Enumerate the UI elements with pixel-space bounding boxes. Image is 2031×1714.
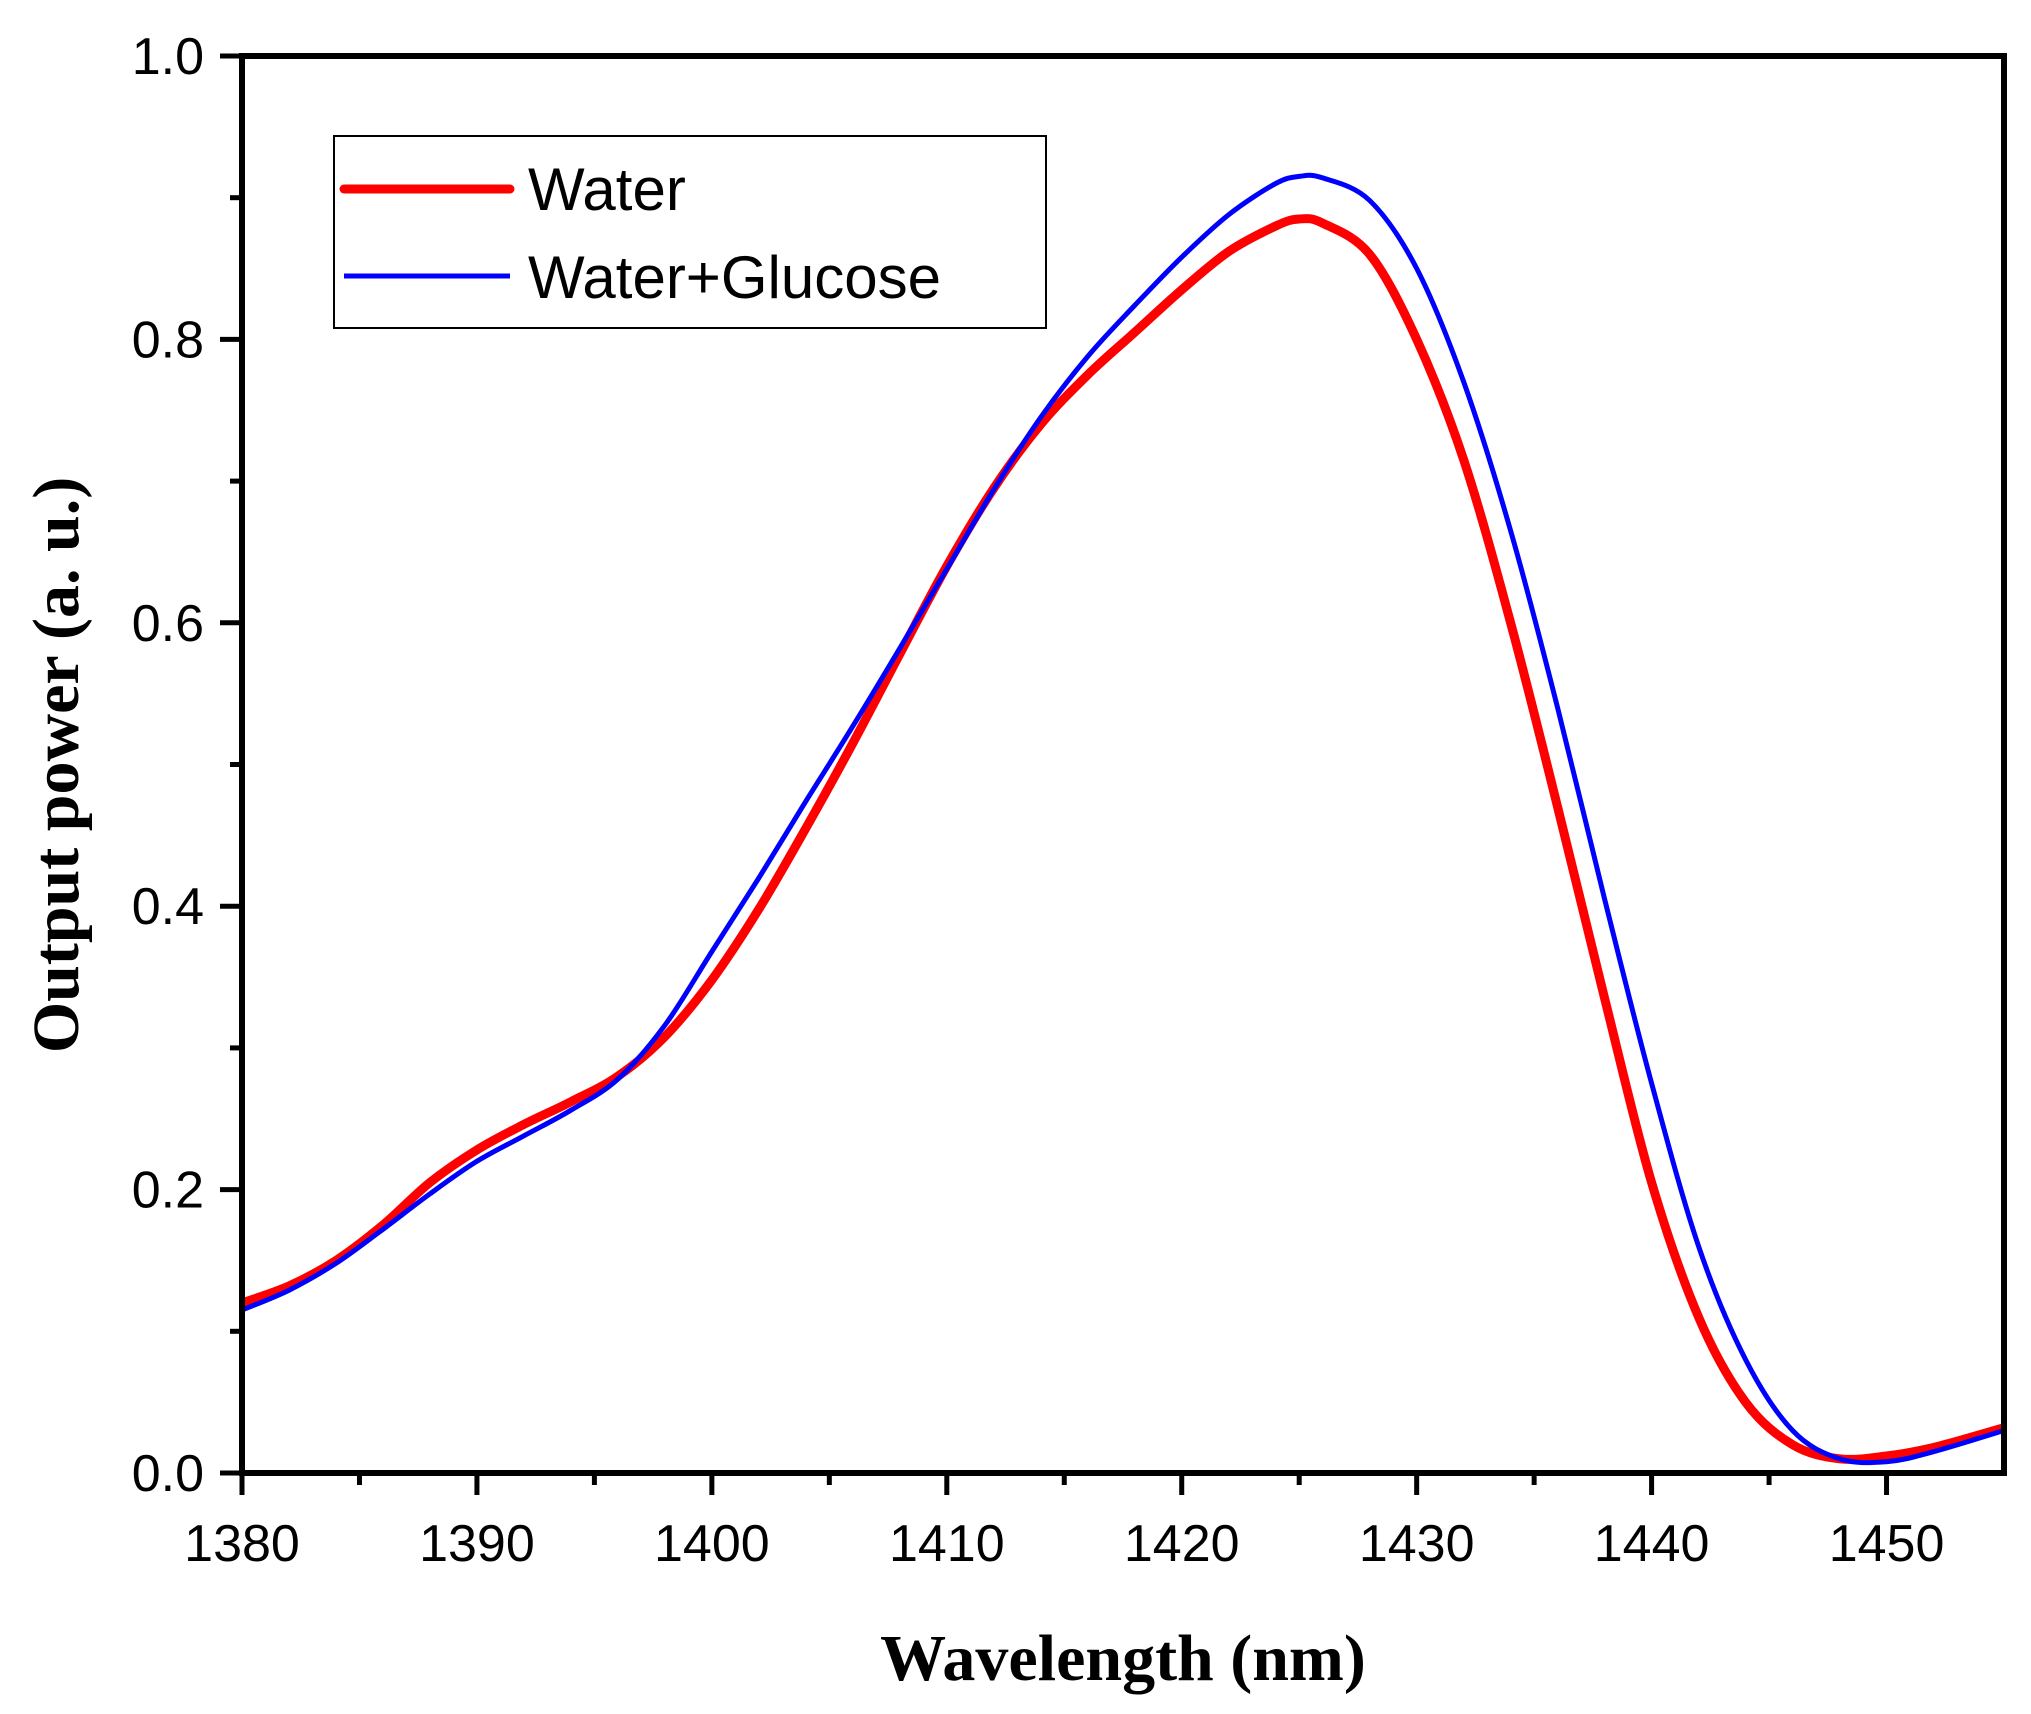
x-tick-label: 1450: [1829, 1515, 1945, 1573]
y-tick-label: 0.8: [132, 311, 204, 369]
x-tick-label: 1380: [184, 1515, 300, 1573]
legend-box: [333, 135, 1047, 329]
y-tick-label: 0.4: [132, 878, 204, 936]
legend: Water Water+Glucose: [333, 135, 1047, 329]
x-tick-label: 1430: [1359, 1515, 1475, 1573]
y-tick-label: 0.6: [132, 595, 204, 653]
series-line-water-glucose: [241, 172, 2005, 1466]
series-line-water: [240, 214, 2006, 1464]
y-tick-label: 0.0: [132, 1445, 204, 1503]
x-tick-label: 1440: [1594, 1515, 1710, 1573]
ticks-layer: 1380 1390 1400 1410 1420 1430 1440 1450 0.0 0.2 0.…: [132, 28, 1945, 1573]
x-axis-title: Wavelength (nm): [880, 1622, 1366, 1695]
legend-label-water-glucose: Water+Glucose: [528, 244, 941, 311]
series-layer: [240, 172, 2006, 1466]
y-axis-title: Output power (a. u.): [20, 477, 93, 1053]
legend-label-water: Water: [528, 156, 686, 223]
plot-frame: [239, 53, 2007, 1476]
x-tick-label: 1420: [1124, 1515, 1240, 1573]
y-tick-label: 0.2: [132, 1162, 204, 1220]
x-tick-label: 1410: [889, 1515, 1005, 1573]
x-tick-label: 1400: [654, 1515, 770, 1573]
y-tick-label: 1.0: [132, 28, 204, 86]
x-tick-label: 1390: [419, 1515, 535, 1573]
